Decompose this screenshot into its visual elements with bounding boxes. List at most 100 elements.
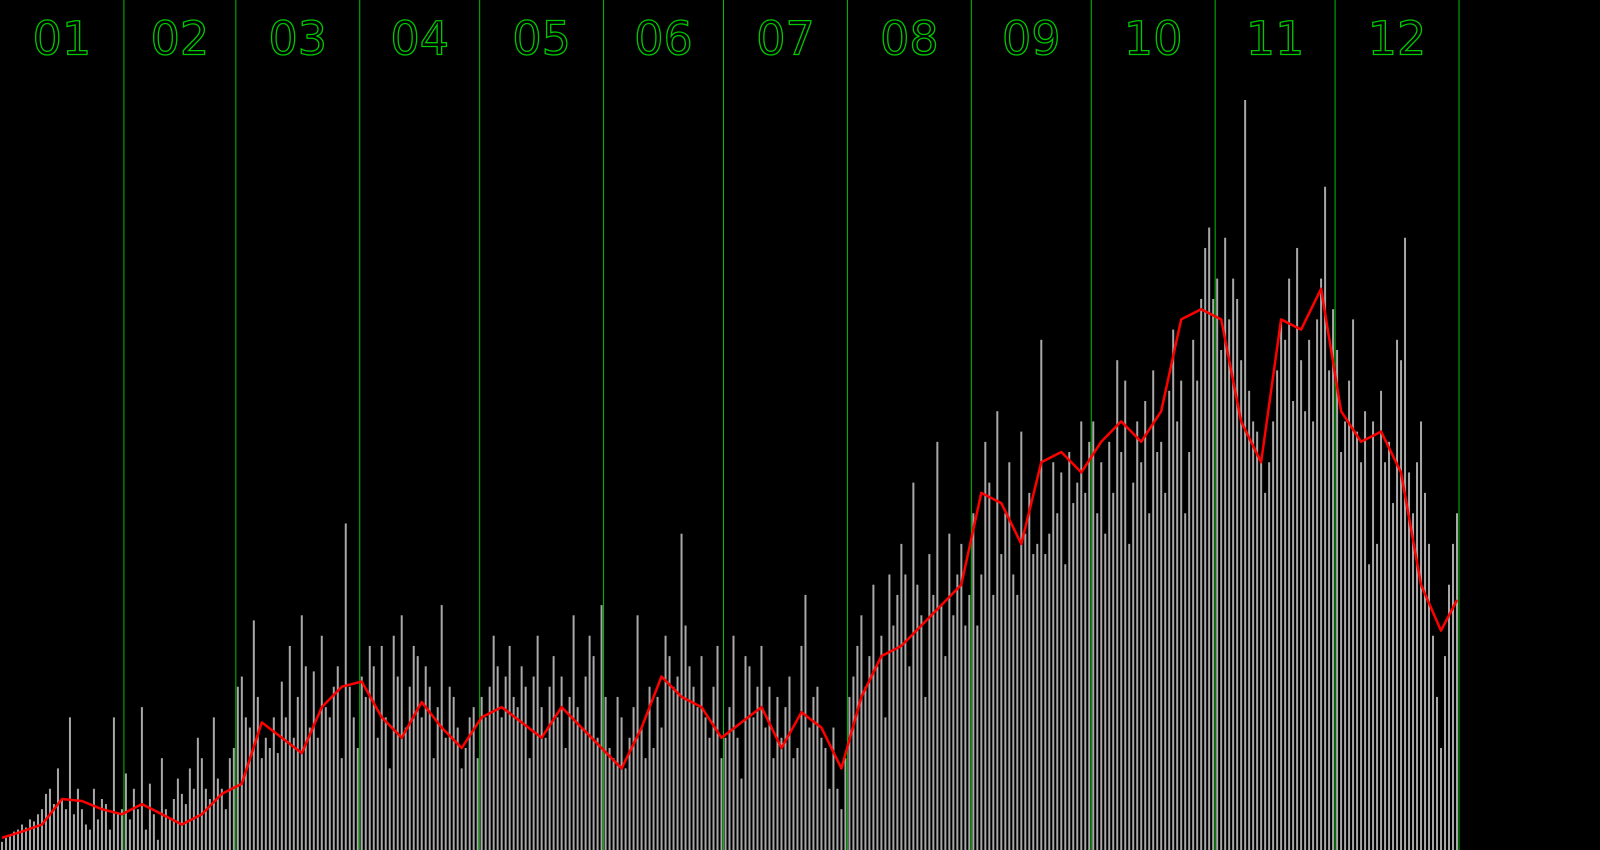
bar xyxy=(372,666,375,850)
bar xyxy=(404,727,407,850)
bar xyxy=(488,686,491,850)
bar xyxy=(308,727,311,850)
bar xyxy=(1152,370,1155,850)
bar xyxy=(32,821,35,850)
bar xyxy=(1400,360,1403,850)
bar xyxy=(956,574,959,850)
bar xyxy=(1184,513,1187,850)
bar xyxy=(1284,339,1287,850)
bar xyxy=(940,605,943,850)
bar xyxy=(1280,319,1283,850)
bar xyxy=(868,656,871,850)
bar xyxy=(676,676,679,850)
bar xyxy=(500,717,503,850)
bar xyxy=(312,671,315,850)
bar xyxy=(936,441,939,850)
bar xyxy=(1320,278,1323,850)
bar xyxy=(364,696,367,850)
month-label: 12 xyxy=(1368,12,1427,66)
bar xyxy=(1008,462,1011,850)
bar xyxy=(432,758,435,850)
bar xyxy=(572,615,575,850)
bar xyxy=(148,783,151,850)
bar xyxy=(1232,278,1235,850)
bar xyxy=(596,737,599,850)
bar xyxy=(1188,452,1191,850)
bar xyxy=(1372,421,1375,850)
bar xyxy=(368,645,371,850)
month-label: 03 xyxy=(269,12,328,66)
bar xyxy=(1036,543,1039,850)
bar xyxy=(664,635,667,850)
bar xyxy=(80,809,83,850)
bar xyxy=(1200,298,1203,850)
bar xyxy=(128,819,131,850)
bar xyxy=(1316,319,1319,850)
bar xyxy=(176,778,179,850)
bar xyxy=(92,788,95,850)
bar xyxy=(1164,492,1167,850)
bar xyxy=(1352,319,1355,850)
bar xyxy=(660,727,663,850)
bar xyxy=(568,696,571,850)
bar xyxy=(984,441,987,850)
bar xyxy=(724,737,727,850)
bar xyxy=(184,804,187,850)
bar xyxy=(804,594,807,850)
month-label: 06 xyxy=(634,12,693,66)
bar xyxy=(180,793,183,850)
bar xyxy=(1380,390,1383,850)
bar xyxy=(816,686,819,850)
bar xyxy=(548,686,551,850)
bar xyxy=(1212,298,1215,850)
bar xyxy=(1160,441,1163,850)
bar xyxy=(1148,513,1151,850)
bar xyxy=(72,814,75,850)
bar xyxy=(336,666,339,850)
bar xyxy=(792,758,795,850)
bar xyxy=(708,737,711,850)
bar xyxy=(320,635,323,850)
bar xyxy=(256,696,259,850)
bar xyxy=(656,696,659,850)
moving-average-line xyxy=(1,287,1459,839)
bar xyxy=(620,717,623,850)
bar xyxy=(964,625,967,850)
bar xyxy=(584,676,587,850)
bar xyxy=(1356,431,1359,850)
bar xyxy=(264,737,267,850)
bar xyxy=(1128,543,1131,850)
bar xyxy=(696,707,699,850)
bar xyxy=(44,793,47,850)
bar xyxy=(108,829,111,850)
bar xyxy=(1076,482,1079,850)
bar xyxy=(576,707,579,850)
month-label: 01 xyxy=(33,12,92,66)
bar xyxy=(240,676,243,850)
bar xyxy=(844,758,847,850)
bar xyxy=(1172,329,1175,850)
bar xyxy=(560,676,563,850)
bar xyxy=(744,656,747,850)
bar xyxy=(40,809,43,850)
bar xyxy=(396,676,399,850)
bar xyxy=(776,696,779,850)
bar xyxy=(244,717,247,850)
bar xyxy=(1020,431,1023,850)
bar xyxy=(16,829,19,850)
bar xyxy=(1428,543,1431,850)
bar xyxy=(1156,452,1159,850)
bar xyxy=(908,666,911,850)
bar xyxy=(1240,360,1243,850)
bar xyxy=(420,717,423,850)
bar xyxy=(840,809,843,850)
bar xyxy=(296,696,299,850)
bar xyxy=(1168,390,1171,850)
bar xyxy=(852,676,855,850)
bar xyxy=(1228,319,1231,850)
bar xyxy=(480,696,483,850)
bar xyxy=(556,717,559,850)
bar xyxy=(76,788,79,850)
bar xyxy=(1304,411,1307,850)
bar xyxy=(512,696,515,850)
